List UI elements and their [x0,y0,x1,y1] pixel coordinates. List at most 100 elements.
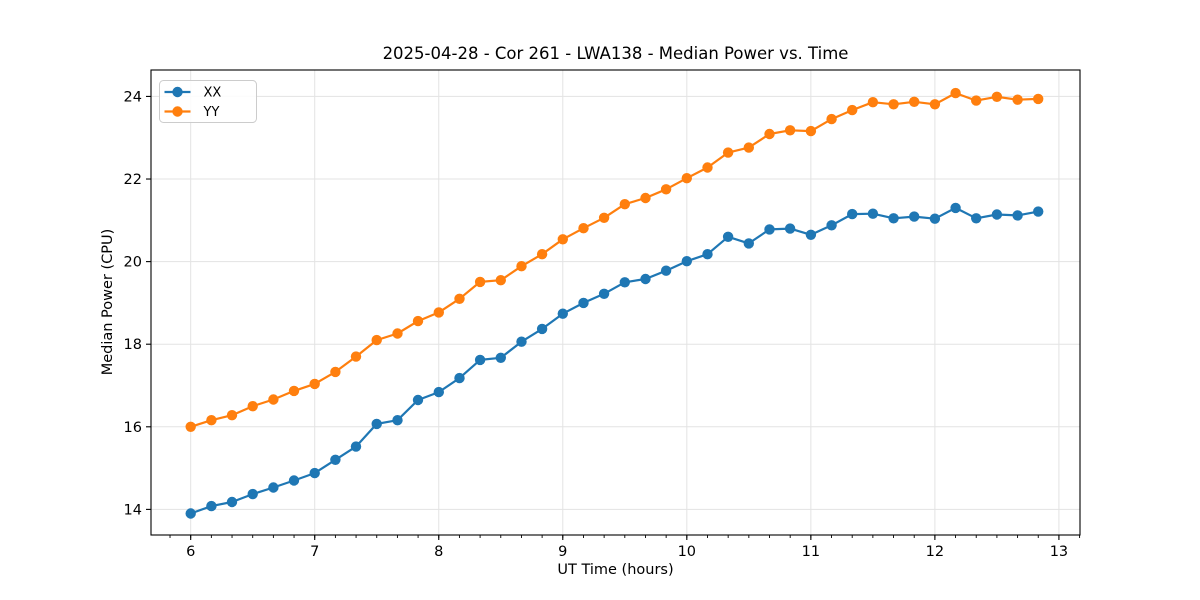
data-point [412,394,424,406]
y-tick-label: 24 [124,89,142,105]
data-point [516,261,527,272]
data-point [474,276,486,288]
data-point [392,328,403,339]
data-point [950,202,961,214]
data-point [557,308,568,319]
data-point [867,208,879,219]
y-tick-label: 22 [124,172,142,188]
data-point [826,220,837,231]
data-point [268,394,279,405]
x-tick-label: 7 [310,544,319,560]
data-point [495,352,506,363]
data-point [1012,210,1023,221]
data-point [660,184,672,195]
data-point [185,508,196,519]
x-axis-label: UT Time (hours) [557,562,674,578]
data-point [412,315,424,327]
data-point [743,142,754,153]
x-tick-label: 8 [434,544,443,560]
data-point [702,249,713,260]
series-line-YY [190,91,1039,428]
data-point [909,211,920,222]
x-tick-label: 10 [678,544,696,560]
data-point [557,234,568,245]
legend-label: XX [204,86,222,101]
data-point [268,482,279,493]
data-point [1033,93,1044,105]
data-point [971,213,982,224]
data-point [309,378,320,390]
gridlines [151,70,1080,535]
data-point [1012,94,1023,105]
data-point [536,249,548,260]
y-tick-label: 16 [124,420,142,436]
data-point [681,173,692,184]
y-tick-label: 14 [124,502,142,518]
data-point [805,125,817,137]
data-point [495,275,506,286]
data-point [784,125,796,136]
x-tick-label: 11 [802,544,820,560]
data-point [971,95,982,106]
data-point [909,96,920,108]
data-point [805,229,817,240]
data-point [454,372,465,384]
legend-label: YY [203,105,220,120]
data-point [330,454,341,465]
data-point [619,277,630,288]
data-point [847,208,858,220]
chart-title: 2025-04-28 - Cor 261 - LWA138 - Median P… [382,44,849,63]
data-point [929,99,941,110]
data-point [991,209,1003,220]
data-point [764,224,775,235]
data-point [226,496,238,508]
x-tick-label: 9 [558,544,567,560]
data-point [206,415,217,426]
data-point [722,147,734,158]
ticks: 6 7 8 9 10 11 12 13 14 16 18 20 22 24 [124,89,1081,560]
data-point [764,128,775,140]
x-tick-label: 6 [186,544,195,560]
data-point [454,293,465,304]
data-point [888,99,899,110]
data-point [330,366,341,378]
data-point [371,334,382,346]
axes-frame [150,69,1081,536]
x-tick-label: 13 [1050,544,1068,560]
y-tick-label: 18 [124,337,142,353]
data-point [309,467,320,479]
data-point [226,410,238,421]
data-point [350,441,362,452]
data-point [433,386,444,398]
data-point [847,104,858,116]
data-point [867,97,879,108]
data-point [206,500,217,512]
data-point [433,307,444,318]
data-point [598,288,610,299]
series-XX [185,202,1044,519]
data-point [516,336,527,347]
data-point [288,475,300,486]
data-point [681,256,692,267]
data-point [991,91,1003,103]
legend-sample-marker [172,86,183,98]
legend: XX YY [159,80,257,123]
data-point [702,162,713,173]
data-point [536,323,548,335]
data-point [185,421,196,432]
data-point [578,297,589,309]
data-point [660,265,672,276]
data-point [640,192,651,204]
series-YY [185,87,1044,432]
x-tick-label: 12 [926,544,944,560]
data-point [371,418,382,430]
data-point [888,213,899,224]
data-point [826,113,837,125]
data-point [722,231,734,242]
legend-sample-marker [172,106,183,117]
data-point [578,223,589,234]
data-point [474,354,486,366]
data-point [950,87,961,99]
data-point [929,213,941,224]
